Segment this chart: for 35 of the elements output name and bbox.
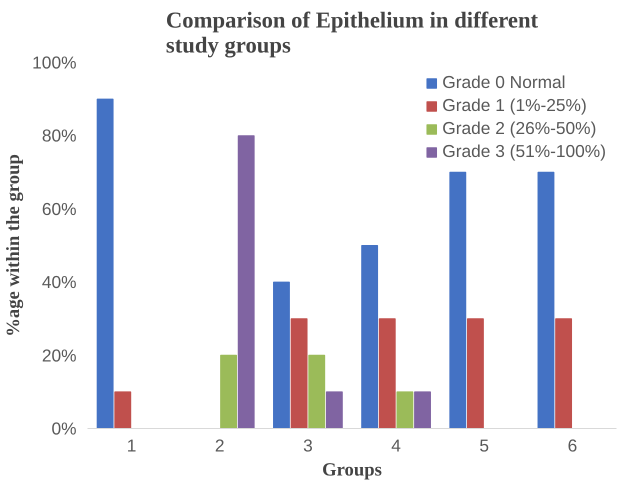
bar [361,245,378,428]
y-axis-title: %age within the group [3,154,24,337]
chart-title: Comparison of Epithelium in different study groups [166,8,539,58]
legend-label: Grade 1 (1%-25%) [442,95,587,116]
legend-label: Grade 0 Normal [442,72,566,93]
bar [414,391,431,428]
y-tick-label: 40% [42,272,77,292]
y-tick-label: 80% [42,126,77,146]
bar [555,318,572,428]
x-tick-label: 4 [391,436,402,456]
x-axis-title: Groups [322,460,382,480]
bar [220,354,237,428]
x-tick-label: 3 [303,436,313,456]
x-tick-label: 5 [479,436,490,456]
bar [273,282,290,428]
y-tick-label: 20% [42,345,77,366]
bar [114,391,132,428]
y-tick-label: 60% [42,198,77,219]
bar [538,172,554,428]
bar [449,172,466,428]
y-tick-label: 100% [32,52,77,72]
legend-label: Grade 3 (51%-100%) [442,141,606,162]
x-tick-label: 1 [126,436,136,456]
y-tick-label: 0% [51,418,76,438]
bar [290,318,308,428]
bar [96,98,114,428]
bar [308,354,326,428]
x-tick-label: 2 [214,436,225,456]
bar [396,391,414,428]
bar [378,318,396,428]
x-tick-label: 6 [568,436,578,456]
bar [467,318,484,428]
legend-label: Grade 2 (26%-50%) [442,118,596,139]
bar [326,391,343,428]
bar [238,135,255,428]
